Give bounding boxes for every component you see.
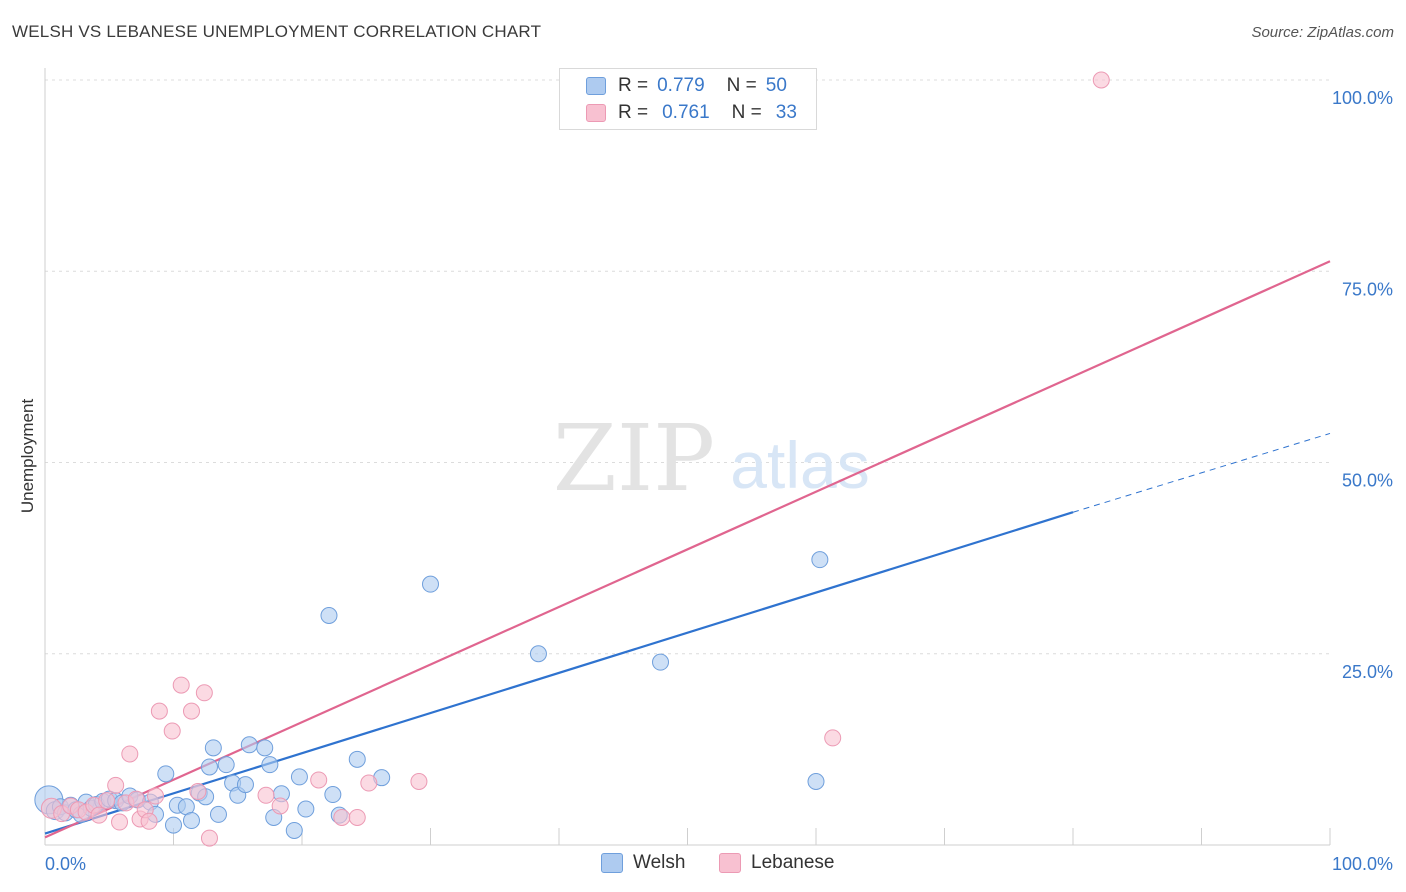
welsh-point	[204, 739, 222, 757]
watermark-zip: ZIP	[553, 405, 715, 512]
lebanese-point	[360, 774, 378, 792]
welsh-trend-extension	[1072, 432, 1331, 513]
legend-row-lebanese: R = 0.761 N = 33	[586, 101, 797, 125]
welsh-point	[285, 821, 303, 839]
welsh-legend-label: Welsh	[633, 852, 686, 873]
welsh-point	[200, 758, 218, 776]
chart-title: WELSH VS LEBANESE UNEMPLOYMENT CORRELATI…	[12, 22, 542, 41]
lebanese-point	[150, 702, 168, 720]
lebanese-point	[257, 786, 275, 804]
welsh-point	[157, 765, 175, 783]
welsh-r-value: 0.779	[657, 75, 705, 96]
lebanese-point	[90, 806, 108, 824]
welsh-point	[297, 800, 315, 818]
lebanese-point	[1092, 71, 1110, 89]
x-tick-label: 100.0%	[1332, 854, 1393, 874]
welsh-legend-swatch	[601, 853, 623, 873]
lebanese-n-value: 33	[775, 102, 797, 123]
welsh-point	[324, 786, 342, 804]
watermark-atlas: atlas	[730, 428, 869, 502]
lebanese-r-value: 0.761	[662, 102, 710, 123]
y-tick-label: 75.0%	[1342, 279, 1393, 299]
trend-lines	[44, 260, 1331, 839]
welsh-point	[811, 551, 829, 569]
welsh-point	[529, 645, 547, 663]
legend-row-welsh: R = 0.779 N = 50	[586, 74, 787, 98]
lebanese-point	[348, 808, 366, 826]
chart-source: Source: ZipAtlas.com	[1251, 24, 1394, 41]
lebanese-n-label: N =	[731, 102, 762, 123]
welsh-r-label: R =	[618, 75, 649, 96]
lebanese-point	[111, 813, 129, 831]
lebanese-point	[310, 771, 328, 789]
welsh-point	[807, 773, 825, 791]
welsh-point	[261, 756, 279, 774]
welsh-point	[236, 776, 254, 794]
lebanese-legend-label: Lebanese	[751, 852, 835, 873]
correlation-legend: R = 0.779 N = 50 R = 0.761 N = 33	[559, 68, 817, 130]
x-tick-labels: 0.0% 100.0%	[45, 854, 1393, 874]
welsh-trend-line	[44, 511, 1074, 835]
y-axis-label: Unemployment	[18, 398, 37, 514]
x-tick-label: 0.0%	[45, 854, 86, 874]
lebanese-legend-swatch	[719, 853, 741, 873]
welsh-point	[290, 768, 308, 786]
welsh-swatch	[586, 77, 606, 95]
lebanese-point	[410, 773, 428, 791]
welsh-point	[182, 812, 200, 830]
y-tick-label: 25.0%	[1342, 662, 1393, 682]
y-tick-labels: 25.0% 50.0% 75.0% 100.0%	[1332, 88, 1393, 682]
lebanese-point	[189, 782, 207, 800]
lebanese-point	[172, 676, 190, 694]
welsh-point	[652, 653, 670, 671]
welsh-n-value: 50	[765, 75, 787, 96]
lebanese-point	[107, 776, 125, 794]
legend-item-lebanese[interactable]: Lebanese	[719, 852, 834, 874]
data-points	[34, 71, 1110, 847]
welsh-point	[320, 607, 338, 624]
welsh-point	[209, 805, 227, 823]
lebanese-point	[98, 792, 116, 810]
welsh-n-label: N =	[726, 75, 757, 96]
lebanese-point	[147, 787, 165, 805]
lebanese-trend-line	[44, 260, 1331, 839]
welsh-point	[256, 739, 274, 757]
y-tick-label: 50.0%	[1342, 471, 1393, 491]
welsh-point	[422, 575, 439, 593]
lebanese-point	[200, 829, 218, 847]
welsh-point	[348, 750, 366, 768]
welsh-point	[165, 816, 182, 834]
lebanese-swatch	[586, 104, 606, 122]
lebanese-point	[333, 808, 351, 826]
grid-lines	[45, 79, 1330, 655]
y-tick-label: 100.0%	[1332, 88, 1393, 108]
welsh-point	[240, 736, 258, 754]
lebanese-point	[182, 702, 200, 720]
lebanese-point	[140, 812, 158, 830]
watermark: ZIP atlas	[553, 405, 870, 512]
lebanese-point	[163, 722, 181, 740]
lebanese-point	[824, 729, 842, 747]
lebanese-r-label: R =	[618, 102, 649, 123]
axes	[44, 68, 1331, 846]
legend-item-welsh[interactable]: Welsh	[601, 852, 685, 874]
lebanese-point	[121, 745, 139, 763]
lebanese-point	[271, 797, 289, 815]
welsh-point	[217, 756, 235, 774]
lebanese-point	[195, 684, 213, 702]
